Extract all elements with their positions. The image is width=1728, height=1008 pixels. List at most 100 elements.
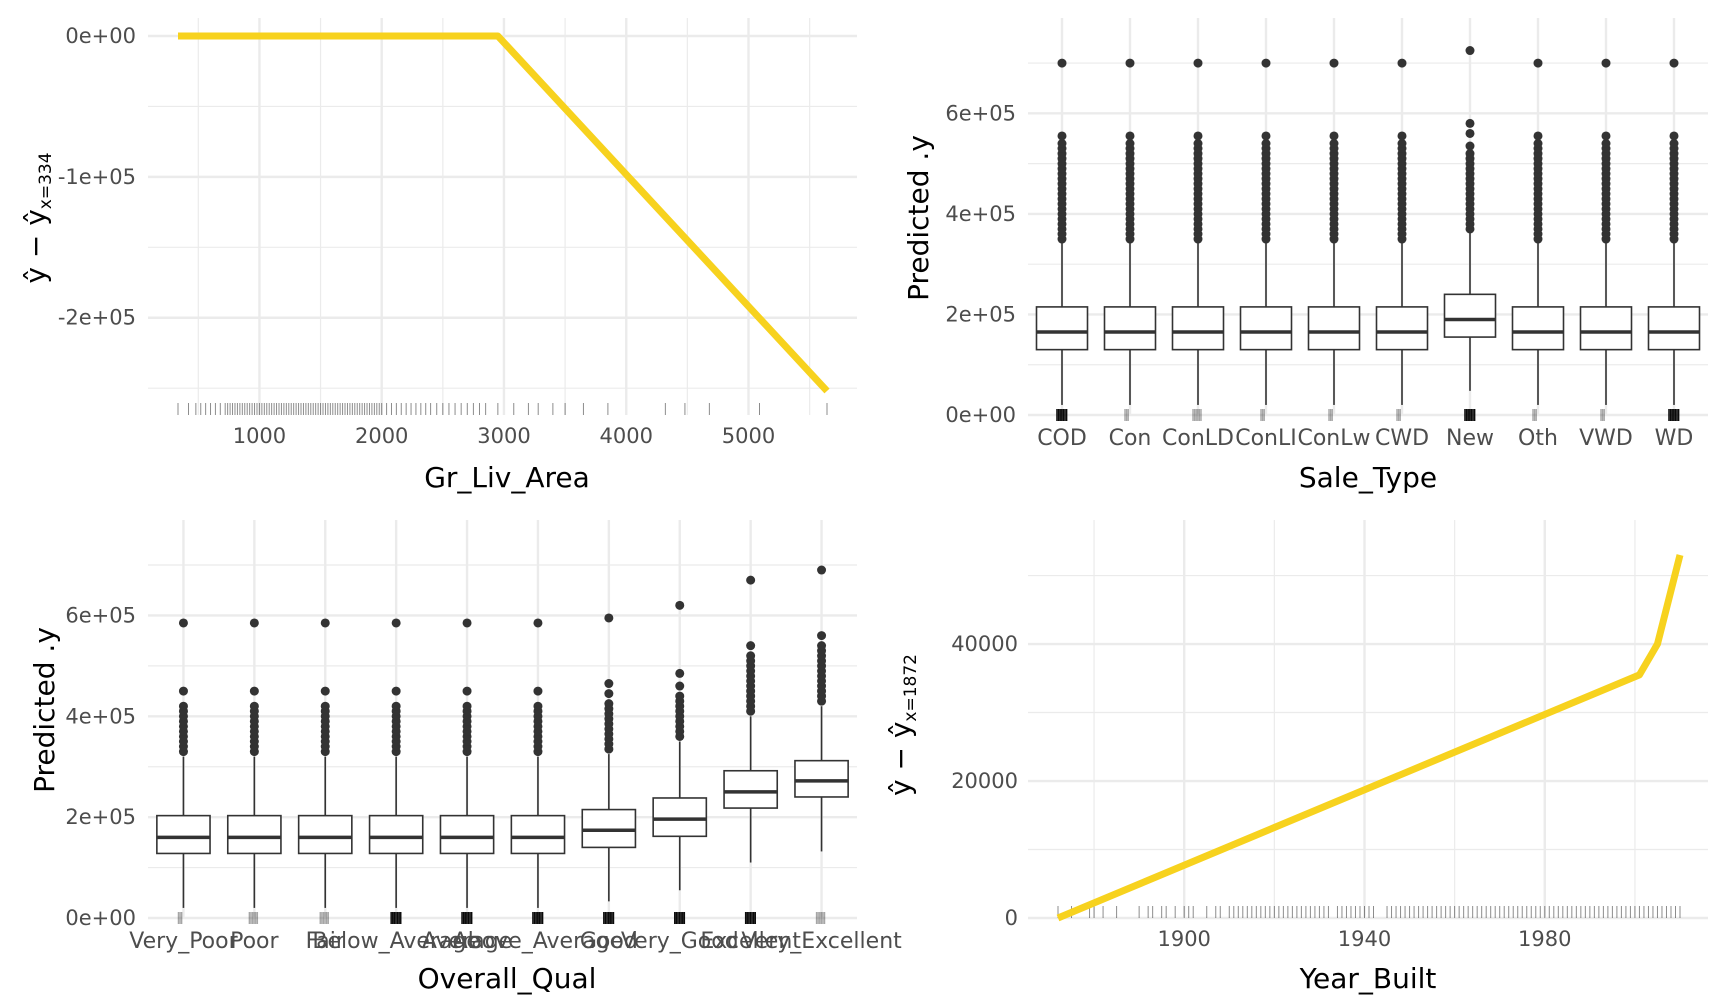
- outlier-point: [1125, 139, 1135, 149]
- y-tick-label: 2e+05: [945, 302, 1016, 326]
- y-axis-label: ŷ − ŷx=1872: [884, 654, 921, 796]
- y-axis-label: Predicted .y: [902, 135, 935, 301]
- x-tick-label: Fair: [306, 929, 346, 954]
- box: [1035, 306, 1089, 351]
- x-tick-label: New: [1446, 426, 1494, 451]
- y-tick-label: 0e+00: [945, 403, 1016, 427]
- outlier-point: [249, 686, 259, 696]
- x-tick-label: 1900: [1157, 927, 1210, 951]
- y-tick-label: 6e+05: [945, 101, 1016, 125]
- outlier-point: [533, 618, 543, 628]
- x-tick-label: 5000: [722, 424, 775, 448]
- outlier-point: [249, 701, 259, 711]
- outlier-point: [391, 701, 401, 711]
- outlier-point: [675, 691, 685, 701]
- outlier-point: [817, 565, 827, 575]
- box: [1579, 306, 1633, 351]
- x-tick-label: 4000: [600, 424, 653, 448]
- outlier-point: [1193, 139, 1203, 149]
- x-axis-label: Gr_Liv_Area: [424, 461, 590, 494]
- y-axis-label: Predicted .y: [28, 627, 61, 793]
- outlier-point: [1601, 139, 1611, 149]
- box: [1511, 306, 1565, 351]
- box: [1171, 306, 1225, 351]
- outlier-point: [1261, 58, 1271, 68]
- x-tick-label: VWD: [1579, 426, 1633, 451]
- outlier-point: [1397, 139, 1407, 149]
- outlier-point: [1533, 58, 1543, 68]
- outlier-point: [1261, 139, 1271, 149]
- box: [226, 814, 282, 855]
- y-tick-label: 4e+05: [65, 704, 136, 728]
- pdp-line: [178, 32, 830, 394]
- box: [794, 759, 849, 798]
- outlier-point: [746, 575, 756, 585]
- outlier-point: [1669, 139, 1679, 149]
- x-tick-label: WD: [1655, 426, 1694, 451]
- outlier-point: [1533, 131, 1543, 141]
- x-tick-label: 1980: [1518, 927, 1571, 951]
- x-tick-label: Below_Average: [312, 929, 480, 954]
- x-tick-label: Very_Poor: [129, 929, 238, 954]
- x-tick-label: Average: [422, 929, 512, 954]
- outlier-point: [817, 641, 827, 651]
- outlier-point: [1669, 58, 1679, 68]
- y-tick-label: 20000: [951, 769, 1018, 793]
- box: [581, 808, 637, 849]
- x-tick-label: 2000: [355, 424, 408, 448]
- x-axis-label: Year_Built: [1299, 962, 1437, 995]
- x-tick-label: Very_Excellent: [741, 929, 902, 954]
- outlier-point: [1329, 58, 1339, 68]
- outlier-point: [178, 618, 188, 628]
- x-tick-label: Con: [1109, 426, 1152, 451]
- y-tick-label: 4e+05: [945, 202, 1016, 226]
- outlier-point: [1601, 58, 1611, 68]
- x-tick-label: ConLw: [1297, 426, 1370, 451]
- x-tick-label: COD: [1037, 426, 1087, 451]
- outlier-point: [320, 686, 330, 696]
- x-tick-label: Good: [580, 929, 638, 954]
- box: [156, 814, 211, 855]
- outlier-point: [533, 701, 543, 711]
- outlier-point: [1465, 118, 1475, 128]
- y-tick-label: 0e+00: [65, 906, 136, 930]
- box: [1647, 306, 1701, 351]
- outlier-point: [746, 651, 756, 661]
- y-axis-label: ŷ − ŷx=334: [19, 152, 56, 283]
- outlier-point: [604, 613, 614, 623]
- outlier-point: [675, 681, 685, 691]
- panel-sale-type: 0e+00 2e+05 4e+05 6e+05 COD Con ConLD ConLI ConL…: [902, 18, 1708, 494]
- x-tick-label: Above_Average: [453, 929, 623, 954]
- outlier-point: [1193, 58, 1203, 68]
- x-tick-label: 3000: [477, 424, 530, 448]
- outlier-point: [1261, 131, 1271, 141]
- box: [1103, 306, 1157, 351]
- x-tick-label: Very_Good: [621, 929, 739, 954]
- outlier-point: [604, 699, 614, 709]
- outlier-point: [1601, 131, 1611, 141]
- outlier-point: [1193, 131, 1203, 141]
- y-tick-label: -2e+05: [58, 306, 136, 330]
- x-axis-label: Overall_Qual: [418, 962, 597, 995]
- outlier-point: [675, 600, 685, 610]
- y-tick-label: 2e+05: [65, 805, 136, 829]
- pdp-line: [1056, 554, 1684, 922]
- x-tick-label: CWD: [1375, 426, 1429, 451]
- x-tick-label: Excellent: [700, 929, 801, 954]
- box: [510, 814, 566, 855]
- outlier-point: [533, 686, 543, 696]
- box: [1307, 306, 1361, 351]
- outlier-point: [1465, 149, 1475, 159]
- outlier-point: [391, 686, 401, 696]
- x-tick-label: Poor: [230, 929, 279, 954]
- y-tick-label: 0: [1005, 906, 1018, 930]
- outlier-point: [462, 701, 472, 711]
- x-tick-label: Oth: [1518, 426, 1558, 451]
- y-tick-label: 6e+05: [65, 603, 136, 627]
- outlier-point: [320, 618, 330, 628]
- outlier-point: [1465, 128, 1475, 138]
- outlier-point: [391, 618, 401, 628]
- outlier-point: [178, 686, 188, 696]
- outlier-point: [817, 631, 827, 641]
